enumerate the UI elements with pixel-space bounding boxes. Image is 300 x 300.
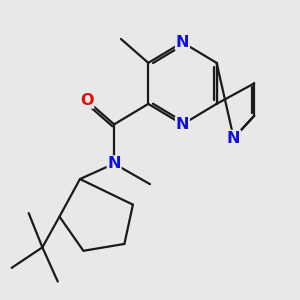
Text: N: N — [176, 117, 189, 132]
Text: N: N — [176, 35, 189, 50]
Text: O: O — [80, 93, 94, 108]
Text: N: N — [227, 130, 241, 146]
Text: N: N — [107, 156, 121, 171]
